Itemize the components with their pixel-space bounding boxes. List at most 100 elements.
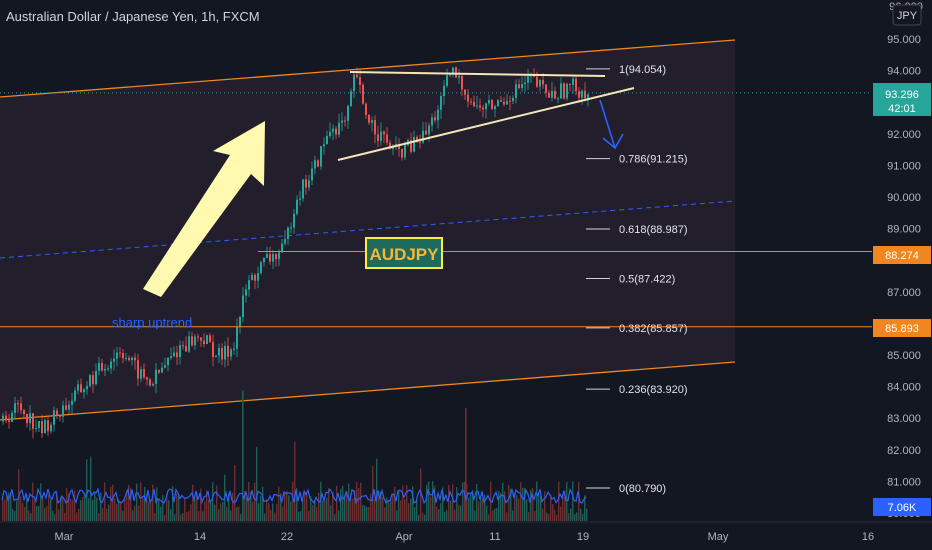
volume-bar: [112, 484, 114, 521]
symbol-label-box[interactable]: [365, 237, 443, 269]
candle-up: [581, 90, 583, 98]
volume-bar: [212, 482, 214, 521]
candle-up: [440, 96, 442, 110]
candle-up: [311, 168, 313, 181]
candle-up: [113, 358, 115, 362]
volume-bar: [384, 507, 386, 521]
volume-bar: [364, 505, 366, 521]
volume-bar: [178, 494, 180, 521]
candle-up: [62, 405, 64, 417]
price-tick-label: 89.000: [887, 224, 921, 236]
volume-bar: [152, 484, 154, 521]
candle-up: [347, 105, 349, 121]
volume-bar: [496, 508, 498, 521]
volume-bar: [346, 491, 348, 521]
price-tick-label: 90.000: [887, 192, 921, 204]
volume-bar: [560, 506, 562, 521]
volume-bar: [258, 503, 260, 521]
candle-down: [545, 84, 547, 93]
volume-bar: [196, 494, 198, 521]
candle-down: [548, 92, 550, 98]
volume-bar: [50, 499, 52, 521]
volume-bar: [322, 500, 324, 521]
volume-bar: [338, 510, 340, 521]
volume-bar: [530, 489, 532, 521]
uptrend-annotation[interactable]: sharp uptrend: [112, 315, 192, 330]
countdown-timer: 42:01: [888, 103, 916, 115]
volume-bar: [542, 508, 544, 521]
price-tick-label: 92.000: [887, 129, 921, 141]
volume-bar: [418, 514, 420, 521]
candle-down: [368, 114, 370, 123]
level-tag-lower-value: 85.893: [885, 323, 919, 335]
channel-fill: [0, 40, 735, 420]
candle-up: [233, 348, 235, 350]
volume-bar: [208, 499, 210, 521]
candle-up: [539, 79, 541, 87]
volume-bar: [414, 507, 416, 521]
candle-up: [116, 352, 118, 359]
volume-bar: [440, 503, 442, 521]
volume-bar: [464, 481, 466, 521]
time-label-14: 14: [194, 531, 206, 543]
volume-bar: [26, 494, 28, 521]
triangle-bottom-line: [337, 87, 635, 161]
candle-down: [584, 90, 586, 98]
volume-bar: [230, 510, 232, 521]
candle-up: [350, 91, 352, 106]
candle-up: [167, 358, 169, 366]
volume-bar: [452, 484, 454, 521]
volume-bar: [14, 510, 16, 521]
volume-bar: [44, 507, 46, 521]
candle-up: [587, 94, 589, 98]
volume-bar: [24, 506, 26, 521]
candle-up: [188, 336, 190, 352]
volume-bar: [508, 485, 510, 521]
currency-button-label[interactable]: JPY: [897, 10, 918, 22]
candle-down: [482, 107, 484, 110]
volume-bar: [370, 493, 372, 521]
volume-bar: [118, 499, 120, 521]
volume-bar: [420, 468, 422, 521]
candle-down: [80, 384, 82, 393]
candle-up: [422, 130, 424, 143]
candle-up: [524, 82, 526, 85]
fib-retracement[interactable]: 1(94.054) 0.786(91.215) 0.618(88.987) 0.5(8…: [586, 64, 688, 495]
time-axis[interactable]: [0, 523, 872, 550]
volume-bar: [538, 492, 540, 521]
volume-bar: [262, 486, 264, 521]
volume-bar: [432, 481, 434, 521]
parallel-channel[interactable]: [0, 39, 736, 421]
uptrend-arrow: [143, 121, 265, 297]
channel-midline: [0, 200, 736, 259]
volume-bar: [390, 498, 392, 521]
breakdown-arrow-head: [602, 133, 624, 150]
time-label-apr: Apr: [395, 531, 412, 543]
volume-bar: [550, 494, 552, 521]
candle-down: [227, 345, 229, 357]
volume-bar: [6, 494, 8, 521]
candle-up: [329, 131, 331, 137]
volume-bar: [572, 481, 574, 521]
volume-bar: [82, 497, 84, 521]
volume-bar: [282, 506, 284, 521]
volume-bar: [522, 488, 524, 521]
candle-down: [464, 89, 466, 95]
candle-up: [341, 120, 343, 123]
candle-down: [479, 105, 481, 108]
volume-bar: [268, 502, 270, 521]
candle-down: [122, 353, 124, 359]
candle-down: [185, 345, 187, 352]
volume-bar: [106, 508, 108, 521]
candle-up: [266, 254, 268, 258]
volume-bar: [8, 492, 10, 521]
candle-up: [272, 254, 274, 262]
currency-button[interactable]: [892, 4, 922, 26]
volume-bar: [274, 512, 276, 521]
volume-bar: [266, 499, 268, 521]
volume-bar: [96, 497, 98, 521]
volume-bar: [520, 482, 522, 521]
volume-bar: [154, 513, 156, 521]
volume-bar: [516, 495, 518, 521]
